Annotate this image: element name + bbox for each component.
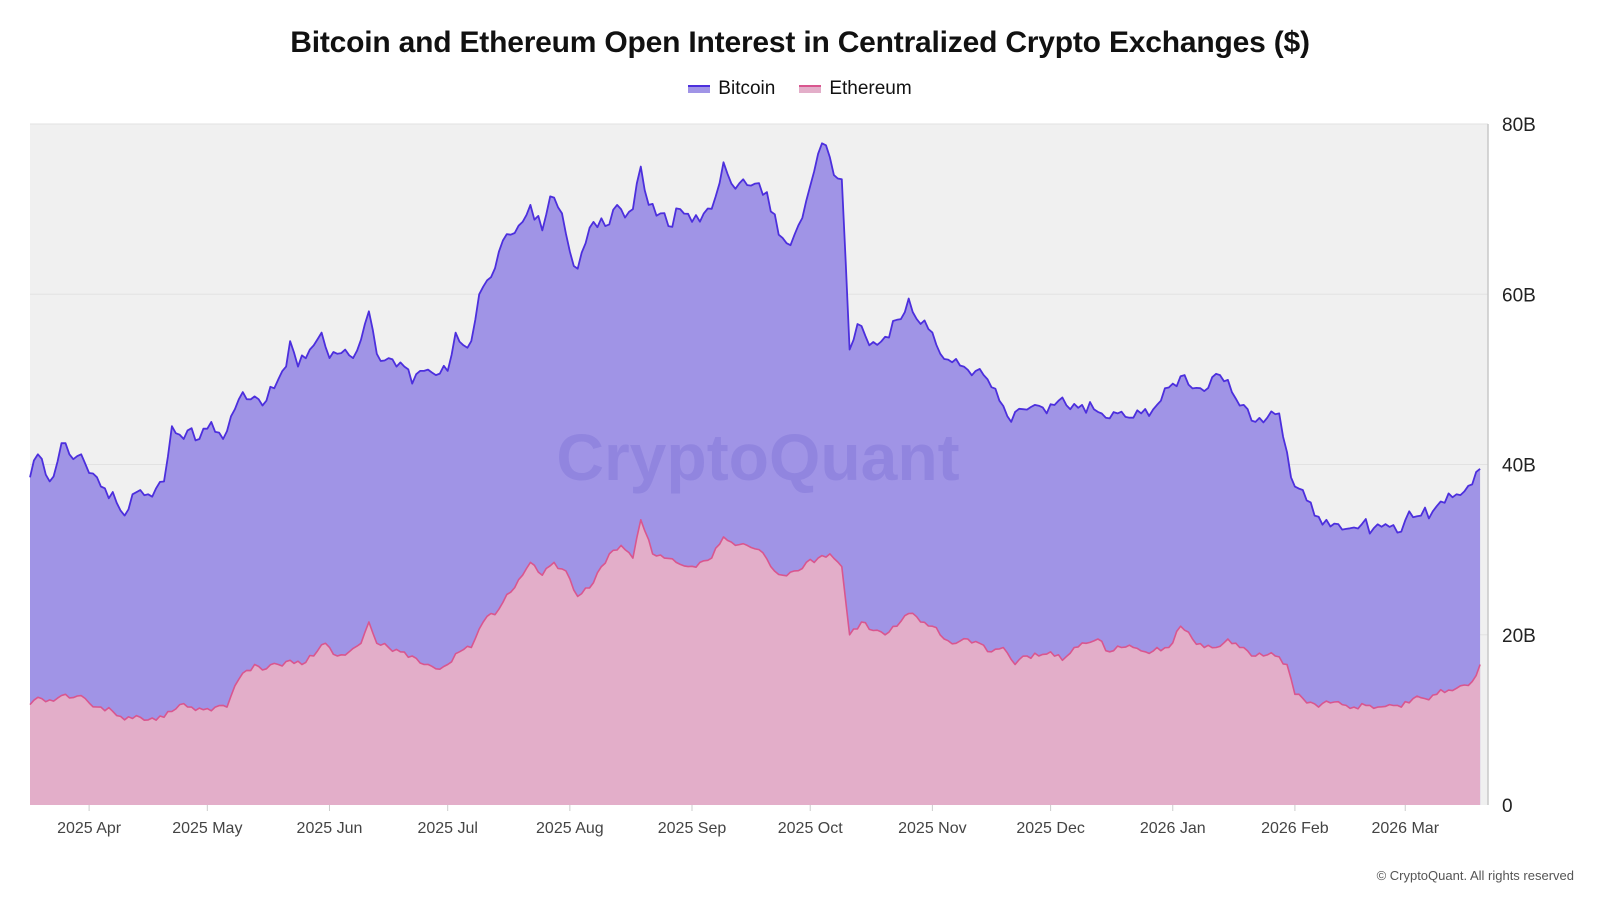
bitcoin-line[interactable] bbox=[29, 142, 1481, 535]
y-axis: 0 20B 40B 60B 80B bbox=[1502, 115, 1536, 817]
y-tick-label: 60B bbox=[1502, 285, 1536, 306]
ethereum-line[interactable] bbox=[29, 519, 1481, 721]
x-axis: 2025 Apr 2025 May 2025 Jun 2025 Jul 2025 Aug… bbox=[57, 805, 1440, 837]
y-tick-label: 40B bbox=[1502, 456, 1536, 477]
legend-swatch-bitcoin bbox=[688, 85, 711, 93]
ethereum-area bbox=[30, 519, 1481, 805]
chart-title: Bitcoin and Ethereum Open Interest in Ce… bbox=[290, 26, 1310, 59]
x-tick-label: 2025 Jul bbox=[417, 820, 478, 837]
legend-item-bitcoin[interactable]: Bitcoin bbox=[688, 78, 775, 100]
x-tick-label: 2025 Nov bbox=[898, 820, 967, 837]
x-tick-label: 2025 Oct bbox=[778, 820, 843, 837]
x-tick-label: 2026 Feb bbox=[1261, 820, 1329, 837]
x-tick-label: 2025 May bbox=[172, 820, 242, 837]
x-tick-label: 2025 Sep bbox=[658, 820, 727, 837]
legend: Bitcoin Ethereum bbox=[0, 78, 1600, 100]
x-tick-label: 2026 Mar bbox=[1371, 820, 1439, 837]
x-tick-label: 2025 Apr bbox=[57, 820, 122, 837]
legend-swatch-ethereum bbox=[799, 85, 822, 93]
y-tick-label: 20B bbox=[1502, 626, 1536, 647]
x-tick-label: 2026 Jan bbox=[1140, 820, 1206, 837]
watermark-logo: CryptoQuant bbox=[556, 420, 959, 494]
x-tick-label: 2025 Dec bbox=[1016, 820, 1085, 837]
y-tick-label: 0 bbox=[1502, 796, 1513, 817]
x-tick-label: 2025 Aug bbox=[536, 820, 604, 837]
x-tick-label: 2025 Jun bbox=[297, 820, 363, 837]
legend-label-ethereum: Ethereum bbox=[829, 78, 912, 99]
y-tick-label: 80B bbox=[1502, 115, 1536, 136]
legend-label-bitcoin: Bitcoin bbox=[718, 78, 776, 99]
legend-item-ethereum[interactable]: Ethereum bbox=[799, 78, 912, 100]
bitcoin-area bbox=[30, 143, 1481, 806]
copyright-notice: © CryptoQuant. All rights reserved bbox=[1376, 868, 1574, 883]
